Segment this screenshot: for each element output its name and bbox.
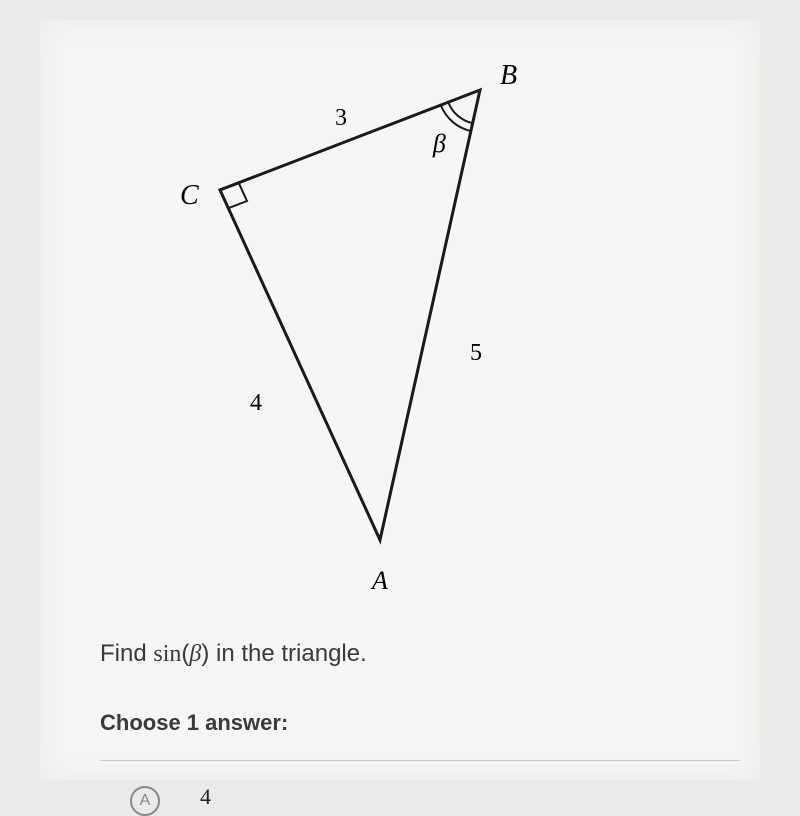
question-arg: β xyxy=(189,641,201,667)
question-suffix: in the triangle. xyxy=(209,640,366,667)
choose-prompt: Choose 1 answer: xyxy=(100,710,288,736)
vertex-label-c: C xyxy=(180,180,199,212)
triangle-diagram: B C A 3 5 4 β xyxy=(110,30,610,570)
triangle-svg xyxy=(110,30,610,590)
question-prefix: Find xyxy=(100,640,153,667)
angle-beta-label: β xyxy=(433,129,446,159)
side-label-ba: 5 xyxy=(470,340,482,367)
choice-value: 4 xyxy=(200,784,211,810)
choice-bubble-a[interactable]: A xyxy=(130,786,160,816)
side-label-ca: 4 xyxy=(250,390,262,417)
choice-letter: A xyxy=(140,792,151,810)
worksheet-sheet: B C A 3 5 4 β Find sin(β) in the triangl… xyxy=(40,20,760,780)
divider xyxy=(100,760,740,761)
side-label-cb: 3 xyxy=(335,105,347,132)
vertex-label-b: B xyxy=(500,60,517,92)
question-text: Find sin(β) in the triangle. xyxy=(100,640,367,668)
vertex-label-a: A xyxy=(372,566,388,596)
question-func: sin xyxy=(153,641,181,667)
